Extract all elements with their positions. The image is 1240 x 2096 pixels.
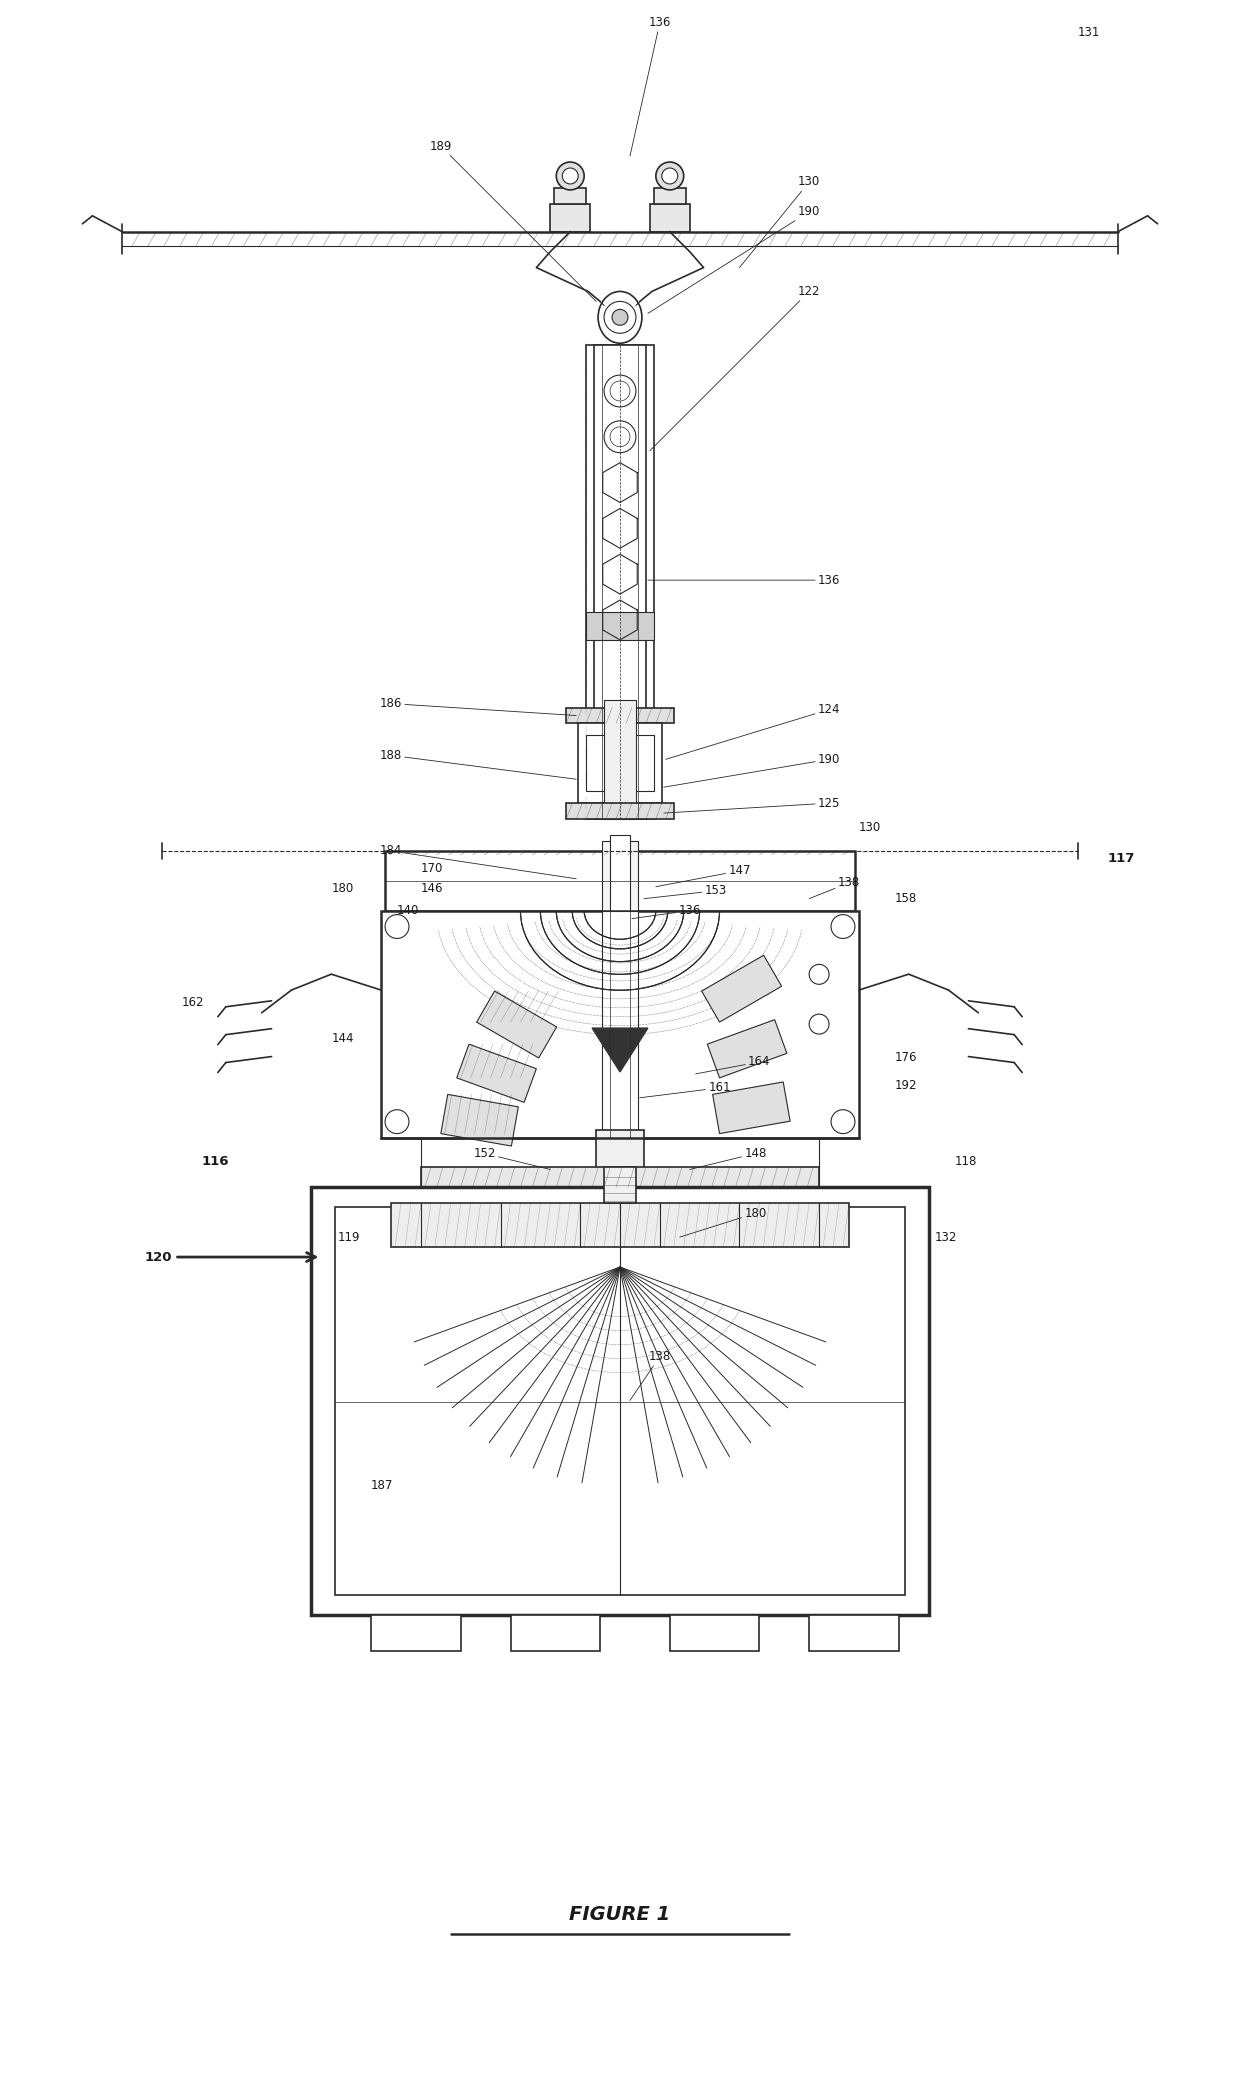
Bar xyxy=(476,991,557,1058)
Circle shape xyxy=(613,310,627,325)
Text: 176: 176 xyxy=(895,1052,918,1065)
Text: 180: 180 xyxy=(680,1207,766,1237)
Text: 190: 190 xyxy=(647,205,821,314)
Bar xyxy=(567,708,673,723)
Bar xyxy=(456,1044,537,1102)
Text: 125: 125 xyxy=(663,796,841,813)
Text: 164: 164 xyxy=(696,1056,770,1073)
Circle shape xyxy=(831,914,854,939)
Text: 120: 120 xyxy=(144,1251,315,1264)
Bar xyxy=(810,1616,899,1652)
Text: 186: 186 xyxy=(379,698,577,715)
Text: 162: 162 xyxy=(182,996,205,1008)
Text: 118: 118 xyxy=(955,1155,977,1167)
Circle shape xyxy=(831,1109,854,1134)
Text: 158: 158 xyxy=(895,893,918,905)
Text: FIGURE 1: FIGURE 1 xyxy=(569,1905,671,1924)
Circle shape xyxy=(604,302,636,333)
Text: 148: 148 xyxy=(689,1147,766,1170)
Circle shape xyxy=(386,1109,409,1134)
Bar xyxy=(702,956,781,1023)
Text: 161: 161 xyxy=(640,1082,730,1098)
Text: 130: 130 xyxy=(859,820,882,834)
Text: 192: 192 xyxy=(895,1079,918,1092)
Bar xyxy=(335,1207,905,1595)
Bar xyxy=(381,910,859,1138)
Circle shape xyxy=(656,161,683,191)
Bar xyxy=(386,851,854,910)
Bar xyxy=(610,834,630,926)
Bar xyxy=(391,1203,849,1247)
Bar xyxy=(587,346,653,820)
Bar xyxy=(587,612,653,639)
Text: 180: 180 xyxy=(331,882,353,895)
Bar xyxy=(670,1616,759,1652)
Bar xyxy=(567,803,673,820)
Bar xyxy=(578,723,662,803)
Text: 136: 136 xyxy=(632,903,701,918)
Bar xyxy=(420,1167,820,1186)
Bar xyxy=(440,1094,518,1147)
Text: 152: 152 xyxy=(474,1147,551,1170)
Text: 136: 136 xyxy=(647,574,841,587)
Polygon shape xyxy=(593,1029,647,1071)
Bar xyxy=(713,1082,790,1134)
Text: 138: 138 xyxy=(810,876,861,899)
Bar xyxy=(604,1167,636,1203)
Text: 170: 170 xyxy=(420,861,443,876)
Circle shape xyxy=(610,428,630,446)
Bar xyxy=(311,1186,929,1616)
Text: 146: 146 xyxy=(420,882,444,895)
Circle shape xyxy=(386,914,409,939)
Bar xyxy=(511,1616,600,1652)
Bar xyxy=(594,346,646,820)
Bar xyxy=(587,736,653,790)
Text: 189: 189 xyxy=(429,140,596,302)
Bar xyxy=(603,840,637,920)
Text: 122: 122 xyxy=(650,285,821,451)
Circle shape xyxy=(662,168,678,184)
Bar xyxy=(551,203,590,233)
Circle shape xyxy=(810,1014,830,1033)
Text: 140: 140 xyxy=(397,903,419,918)
Text: 130: 130 xyxy=(739,176,821,268)
Text: 184: 184 xyxy=(379,845,577,878)
Text: 131: 131 xyxy=(1078,25,1100,40)
Text: 188: 188 xyxy=(379,748,577,780)
Text: 117: 117 xyxy=(1107,853,1135,866)
Text: 136: 136 xyxy=(630,17,671,155)
Circle shape xyxy=(562,168,578,184)
Circle shape xyxy=(557,161,584,191)
Bar xyxy=(596,1130,644,1197)
Bar xyxy=(604,700,636,820)
Bar xyxy=(707,1019,787,1077)
Circle shape xyxy=(610,381,630,400)
Text: 116: 116 xyxy=(202,1155,229,1167)
Text: 124: 124 xyxy=(666,702,841,759)
Text: 190: 190 xyxy=(663,752,841,788)
Text: 187: 187 xyxy=(371,1480,393,1492)
Bar xyxy=(653,189,686,203)
Circle shape xyxy=(604,421,636,453)
Bar xyxy=(554,189,587,203)
Circle shape xyxy=(810,964,830,985)
Text: 147: 147 xyxy=(656,864,750,887)
Text: 132: 132 xyxy=(935,1230,957,1243)
Text: 138: 138 xyxy=(630,1350,671,1400)
Bar xyxy=(603,910,637,1138)
Bar xyxy=(650,203,689,233)
Text: 119: 119 xyxy=(337,1230,360,1243)
Text: 144: 144 xyxy=(331,1031,353,1044)
Text: 153: 153 xyxy=(644,885,727,899)
Circle shape xyxy=(604,375,636,407)
Bar xyxy=(371,1616,461,1652)
